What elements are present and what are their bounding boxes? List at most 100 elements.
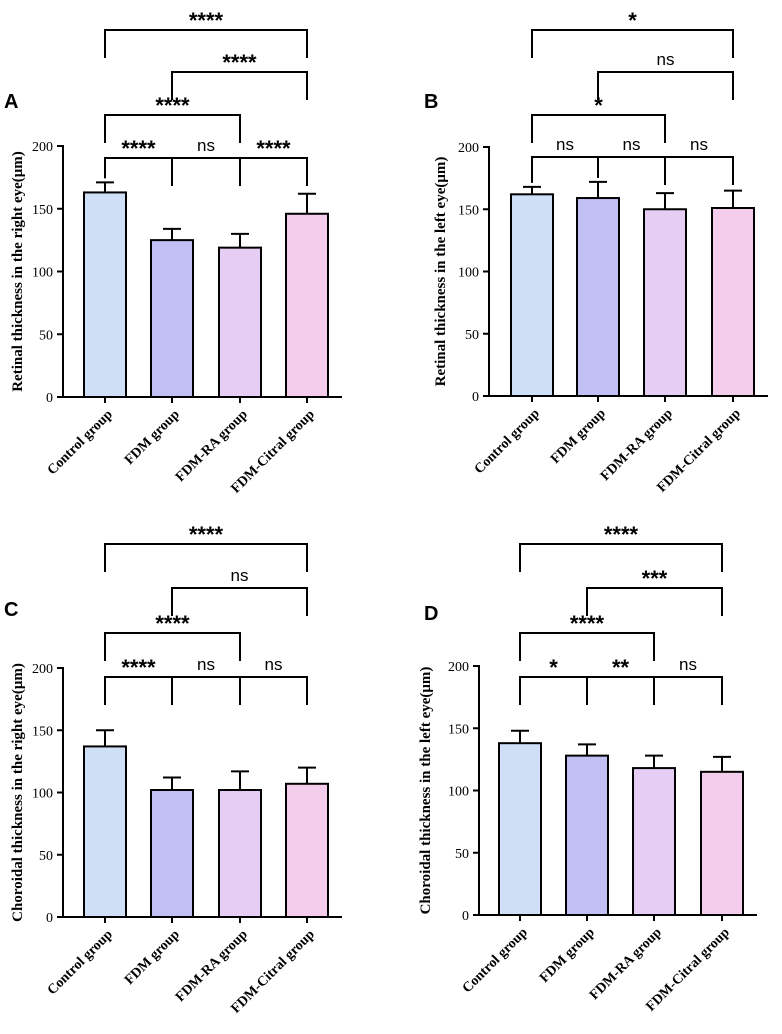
bar-fdm-group: [150, 789, 194, 919]
y-tick-label: 50: [39, 328, 53, 343]
panel-letter: A: [4, 91, 18, 113]
significance-bracket: [597, 71, 734, 100]
y-tick-label: 100: [458, 266, 479, 281]
significance-bracket: [653, 676, 723, 705]
panel-d: D 0 50 100 150 200 Choroidal thickness in the …: [418, 522, 757, 1015]
y-tick-label: 150: [32, 724, 53, 739]
panel-letter: D: [424, 603, 438, 625]
bar-control-group: [510, 193, 554, 397]
significance-label: ****: [604, 522, 639, 547]
significance-label: *: [549, 655, 558, 680]
significance-bracket: [104, 29, 308, 58]
significance-bracket: [104, 632, 241, 661]
significance-bracket: [171, 157, 241, 186]
significance-label: ns: [231, 566, 249, 585]
significance-label: ****: [189, 8, 224, 33]
significance-label: *: [594, 93, 603, 118]
significance-label: ***: [642, 566, 668, 591]
significance-bracket: [531, 29, 734, 58]
panel-letter: B: [424, 91, 438, 113]
significance-bracket: [171, 587, 308, 616]
y-tick-label: 0: [46, 911, 53, 926]
bar-fdm-group: [150, 239, 194, 398]
y-tick-label: 50: [465, 328, 479, 343]
significance-bracket: [239, 157, 308, 186]
significance-label: ns: [265, 655, 283, 674]
y-tick-label: 0: [462, 909, 469, 924]
significance-bracket: [586, 587, 723, 616]
y-tick-label: 100: [32, 787, 53, 802]
x-tick-label: FDM-RA group: [598, 406, 676, 484]
significance-label: ****: [121, 136, 156, 161]
significance-bracket: [531, 114, 666, 143]
x-tick-label: FDM group: [122, 927, 183, 988]
significance-bracket: [519, 632, 655, 661]
bar-fdm-citral-group: [285, 782, 329, 918]
significance-label: ns: [197, 655, 215, 674]
y-tick-label: 100: [32, 266, 53, 281]
significance-bracket: [519, 543, 723, 572]
significance-label: ****: [256, 136, 291, 161]
significance-bracket: [104, 157, 173, 186]
bar-fdm-group: [576, 197, 620, 397]
y-axis-label: Choroidal thickness in the left eye(μm): [418, 667, 434, 915]
y-tick-label: 50: [455, 847, 469, 862]
x-tick-label: Control group: [460, 925, 531, 996]
y-tick-label: 150: [458, 203, 479, 218]
panel-c: C 0 50 100 150 200 Choroidal thickness in the …: [4, 522, 342, 1017]
significance-bracket: [531, 156, 599, 183]
significance-bracket: [519, 676, 588, 705]
x-tick-label: FDM-RA group: [587, 925, 665, 1003]
y-tick-label: 100: [448, 785, 469, 800]
bar-fdm-citral-group: [700, 770, 744, 917]
significance-label: ns: [197, 136, 215, 155]
significance-label: ns: [657, 50, 675, 69]
y-axis-label: Retinal thickness in the right eye(μm): [10, 151, 26, 392]
bar-fdm-ra-group: [218, 246, 262, 398]
significance-label: **: [612, 655, 630, 680]
significance-label: ns: [679, 655, 697, 674]
significance-bracket: [597, 156, 666, 185]
bar-fdm-ra-group: [632, 767, 676, 917]
y-tick-label: 200: [448, 660, 469, 675]
significance-bracket: [171, 71, 308, 100]
x-tick-label: FDM group: [548, 406, 609, 467]
significance-bracket: [664, 156, 734, 185]
bar-fdm-ra-group: [218, 789, 262, 919]
panel-letter: C: [4, 599, 18, 621]
bar-fdm-ra-group: [643, 208, 687, 397]
y-tick-label: 0: [46, 391, 53, 406]
x-tick-label: Control group: [45, 407, 116, 478]
x-tick-label: Control group: [472, 406, 543, 477]
y-axis-label: Choroidal thickness in the right eye(μm): [10, 663, 26, 922]
y-axis-label: Retinal thickness in the left eye(μm): [433, 157, 449, 387]
x-tick-label: FDM group: [122, 407, 183, 468]
significance-label: ns: [556, 135, 574, 154]
y-tick-label: 0: [472, 390, 479, 405]
significance-bracket: [104, 676, 173, 705]
significance-label: ns: [623, 135, 641, 154]
significance-label: ****: [189, 522, 224, 547]
significance-label: *: [628, 8, 637, 33]
y-tick-label: 200: [32, 140, 53, 155]
significance-bracket: [104, 543, 308, 572]
significance-bracket: [171, 676, 241, 705]
y-tick-label: 200: [458, 141, 479, 156]
x-tick-label: Control group: [45, 927, 116, 998]
significance-bracket: [586, 676, 655, 705]
y-tick-label: 150: [32, 203, 53, 218]
bar-fdm-citral-group: [711, 207, 755, 397]
y-tick-label: 150: [448, 722, 469, 737]
significance-bracket: [104, 114, 241, 143]
significance-label: ****: [222, 50, 257, 75]
significance-label: ****: [121, 655, 156, 680]
significance-label: ns: [690, 135, 708, 154]
panel-a: A 0 50 100 150 200 Retinal thickness in the ri…: [4, 8, 342, 497]
panel-b: B 0 50 100 150 200 Retinal thickness in the le…: [424, 8, 768, 496]
y-tick-label: 50: [39, 849, 53, 864]
y-tick-label: 200: [32, 662, 53, 677]
bar-control-group: [83, 745, 127, 918]
x-tick-label: FDM group: [537, 925, 598, 986]
bar-control-group: [83, 191, 127, 398]
